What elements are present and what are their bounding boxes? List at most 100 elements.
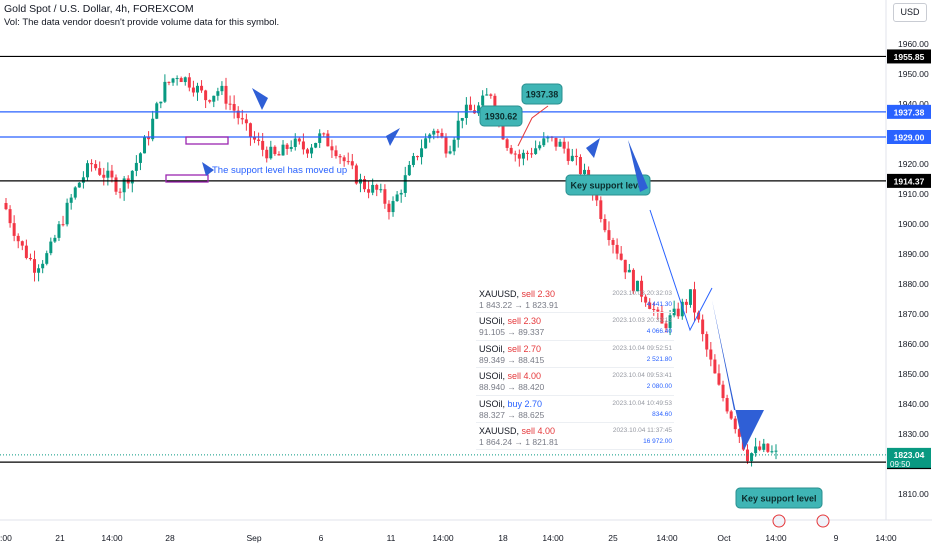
trade-symbol: USOil, [479,343,506,354]
trade-symbol: USOil, [479,316,506,327]
candle-body [725,398,729,412]
trade-prices: 91.105 → 89.337 [479,327,545,338]
candle-body [485,94,489,96]
candle-body [525,152,529,154]
candle-body [220,85,224,92]
candle-body [187,77,191,88]
trade-side: sell 2.70 [507,343,542,354]
candle-body [407,164,411,176]
candle-body [693,289,697,313]
trade-amount: 16 972.00 [643,437,672,445]
callout-1937-text: 1937.38 [526,90,559,100]
level-price-label: 1937.38 [894,107,925,117]
candle-body [603,218,607,231]
candle-body [155,103,159,119]
candle-body [147,137,151,140]
candle-body [90,163,94,165]
candle-body [411,156,415,165]
candle-body [330,146,334,151]
candle-body [599,200,603,219]
candle-body [244,119,248,124]
candle-body [212,95,216,102]
trade-symbol: USOil, [479,371,506,382]
candle-body [134,162,138,171]
event-flag-icon [772,514,786,528]
candle-body [204,90,208,101]
trade-time: 2023.10.03 20:32:03 [612,290,672,297]
candle-body [595,195,599,201]
currency-button[interactable]: USD [893,3,927,22]
level-price-tag [887,49,931,64]
candle-body [554,137,558,147]
x-tick-label: 11 [387,533,396,543]
candle-body [297,138,301,142]
candle-body [20,241,24,246]
candle-body [448,151,452,154]
trade-row: USOil, sell 2.30 91.105 → 89.337 2023.10… [476,313,674,341]
candle-body [758,446,762,450]
candle-body [371,184,375,193]
candle-body [277,154,281,156]
y-tick-label: 1880.00 [898,279,929,289]
candle-body [493,95,497,113]
candle-body [265,149,269,159]
candle-body [257,139,261,141]
candle-body [717,373,721,385]
trade-prices: 1 864.24 → 1 821.81 [479,436,559,447]
candle-body [334,150,338,157]
candle-body [640,280,644,297]
candle-body [660,311,664,324]
candle-body [709,349,713,360]
candle-body [456,120,460,140]
candle-body [318,133,322,143]
trade-time: 2023.10.04 11:37:45 [612,426,672,434]
candle-body [143,137,147,154]
candle-body [167,81,171,83]
candle-body [468,104,472,111]
trade-prices: 1 843.22 → 1 823.91 [479,300,559,310]
candle-body [489,94,493,96]
candle-body [648,302,652,309]
candle-body [350,161,354,166]
candle-body [701,319,705,335]
candle-body [619,253,623,260]
candle-body [754,446,758,454]
candle-body [363,179,367,190]
candle-body [452,139,456,152]
candle-body [566,148,570,161]
trend-line [649,209,713,332]
x-tick-label: 25 [608,533,618,543]
candle-body [436,130,440,133]
candle-body [611,240,615,245]
y-tick-label: 1850.00 [898,369,929,379]
y-tick-label: 1830.00 [898,429,929,439]
level-price-label: 1914.37 [894,176,925,186]
candle-body [672,308,676,316]
candle-body [517,154,521,159]
candle-body [322,133,326,135]
candle-body [122,178,126,193]
candle-body [16,235,20,242]
candle-body [705,334,709,350]
candle-body [195,85,199,93]
y-tick-label: 1950.00 [898,69,929,79]
candle-body [762,443,766,450]
candle-body [191,87,195,93]
trade-time: 2023.10.04 10:49:53 [612,399,672,407]
candle-body [293,138,297,148]
trade-side: sell 2.30 [507,316,542,327]
trade-side: sell 4.00 [507,371,542,382]
trade-time: 2023.10.04 09:53:41 [612,372,672,380]
candle-body [513,153,517,155]
candle-body [733,418,737,430]
candle-body [652,308,656,310]
candle-body [664,323,668,329]
candle-body [460,117,464,121]
candle-body [440,132,444,138]
candle-body [61,224,65,226]
candle-body [627,269,631,273]
candle-body [216,91,220,96]
candle-body [269,146,273,159]
candle-body [285,144,289,149]
